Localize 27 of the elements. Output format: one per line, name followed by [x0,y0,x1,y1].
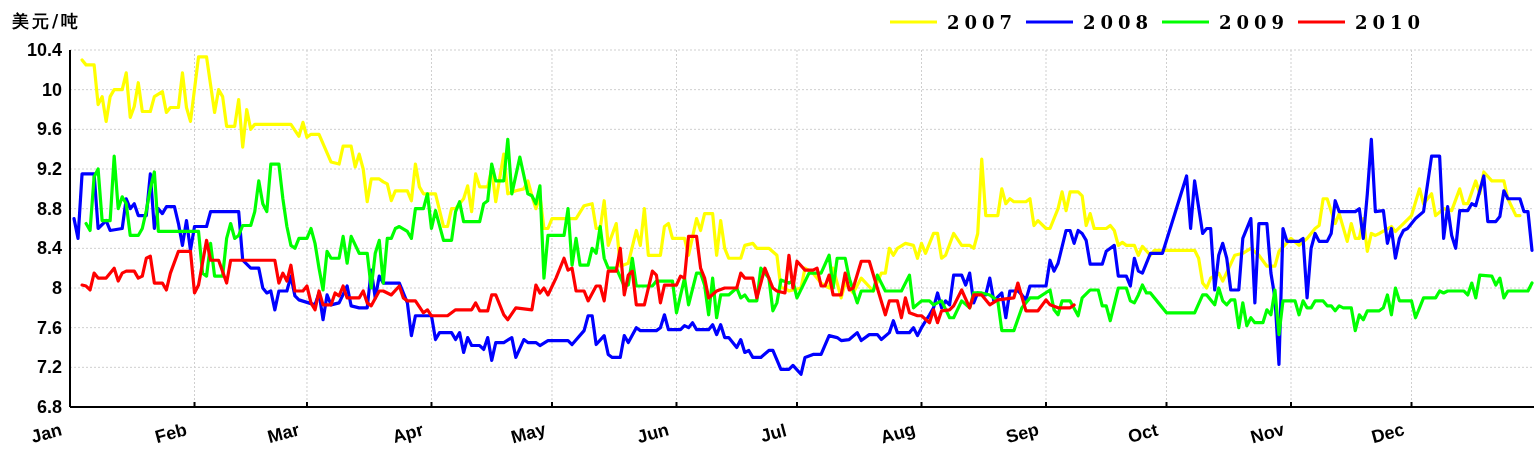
x-tick-label: Jun [634,419,671,448]
y-tick-label: 6.8 [36,397,62,417]
x-tick-label: Jan [28,419,65,447]
y-tick-label: 9.6 [36,119,62,140]
y-tick-label: 10 [41,79,62,100]
legend-label: 2008 [1083,12,1154,33]
legend-label: 2009 [1219,12,1290,33]
x-tick-label: Sep [1003,419,1041,448]
y-tick-label: 7.2 [36,357,62,378]
x-tick-label: Aug [878,419,918,448]
y-tick-label: 10.4 [26,40,62,60]
x-tick-label: Feb [152,419,190,448]
y-tick-label: 9.2 [36,159,62,179]
x-tick-label: Oct [1125,419,1161,447]
x-tick-label: Dec [1369,419,1407,448]
x-tick-label: Jul [758,420,789,447]
x-tick-label: May [508,419,548,448]
legend-label: 2010 [1355,12,1426,33]
legend-label: 2007 [947,12,1018,33]
y-tick-label: 7.6 [36,317,62,338]
x-tick-label: Mar [265,419,302,448]
y-tick-label: 8.8 [36,198,62,219]
x-tick-label: Nov [1248,419,1287,448]
y-axis-title: 美元/吨 [11,11,82,31]
y-tick-label: 8.4 [36,238,62,259]
x-tick-label: Apr [390,419,426,447]
y-tick-label: 8 [51,278,62,298]
